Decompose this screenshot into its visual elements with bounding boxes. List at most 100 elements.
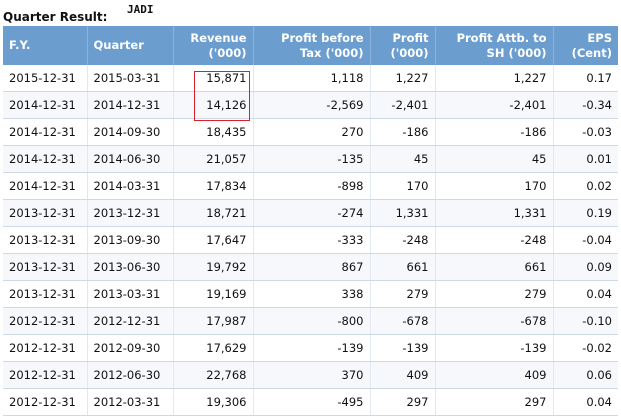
cell-quarter: 2012-03-31 xyxy=(87,388,174,416)
stock-ticker: JADI xyxy=(127,3,154,16)
cell-profit-attb-sh: 661 xyxy=(435,253,554,281)
cell-revenue: 17,629 xyxy=(173,334,254,362)
title-row: Quarter Result: JADI xyxy=(0,0,621,26)
header-eps-line1: EPS xyxy=(587,30,612,45)
cell-fy: 2014-12-31 xyxy=(3,172,88,200)
cell-quarter: 2013-09-30 xyxy=(87,226,174,254)
header-pbt-line1: Profit before xyxy=(281,30,364,45)
header-pbt-line2: Tax ('000) xyxy=(299,45,364,60)
cell-eps: -0.34 xyxy=(553,91,618,119)
cell-profit-attb-sh: 297 xyxy=(435,388,554,416)
header-profit-before-tax[interactable]: Profit before Tax ('000) xyxy=(253,26,371,65)
cell-profit-before-tax: -139 xyxy=(253,334,371,362)
cell-quarter: 2014-06-30 xyxy=(87,145,174,173)
cell-profit-before-tax: -333 xyxy=(253,226,371,254)
cell-eps: 0.01 xyxy=(553,145,618,173)
cell-eps: -0.04 xyxy=(553,226,618,254)
cell-eps: 0.06 xyxy=(553,361,618,389)
cell-revenue: 17,987 xyxy=(173,307,254,335)
cell-profit: -186 xyxy=(370,118,436,146)
header-profit[interactable]: Profit ('000) xyxy=(370,26,436,65)
header-profit-attb-sh[interactable]: Profit Attb. to SH ('000) xyxy=(435,26,554,65)
cell-profit-before-tax: -135 xyxy=(253,145,371,173)
cell-revenue: 17,834 xyxy=(173,172,254,200)
cell-profit-before-tax: -2,569 xyxy=(253,91,371,119)
cell-profit: 1,227 xyxy=(370,65,436,92)
cell-eps: 0.19 xyxy=(553,199,618,227)
cell-fy: 2014-12-31 xyxy=(3,145,88,173)
table-header: F.Y. Quarter Revenue ('000) Profit before… xyxy=(3,26,618,65)
cell-fy: 2014-12-31 xyxy=(3,91,88,119)
cell-eps: -0.10 xyxy=(553,307,618,335)
table-row: 2012-12-31 2012-09-30 17,629 -139 -139 -… xyxy=(3,334,618,362)
table-row: 2014-12-31 2014-09-30 18,435 270 -186 -1… xyxy=(3,118,618,146)
cell-profit: 1,331 xyxy=(370,199,436,227)
cell-revenue: 18,721 xyxy=(173,199,254,227)
cell-quarter: 2014-09-30 xyxy=(87,118,174,146)
cell-profit-before-tax: -274 xyxy=(253,199,371,227)
cell-quarter: 2013-06-30 xyxy=(87,253,174,281)
cell-revenue: 17,647 xyxy=(173,226,254,254)
cell-profit-attb-sh: -678 xyxy=(435,307,554,335)
header-revenue[interactable]: Revenue ('000) xyxy=(173,26,254,65)
header-profit-sh-line2: SH ('000) xyxy=(486,45,547,60)
cell-profit-before-tax: 1,118 xyxy=(253,65,371,92)
cell-revenue: 15,871 xyxy=(173,65,254,92)
cell-revenue: 22,768 xyxy=(173,361,254,389)
table-row: 2014-12-31 2014-12-31 14,126 -2,569 -2,4… xyxy=(3,91,618,119)
cell-quarter: 2012-09-30 xyxy=(87,334,174,362)
cell-quarter: 2012-12-31 xyxy=(87,307,174,335)
table-row: 2013-12-31 2013-03-31 19,169 338 279 279… xyxy=(3,280,618,308)
cell-quarter: 2014-12-31 xyxy=(87,91,174,119)
cell-fy: 2014-12-31 xyxy=(3,118,88,146)
cell-fy: 2015-12-31 xyxy=(3,65,88,92)
cell-quarter: 2015-03-31 xyxy=(87,65,174,92)
cell-profit-before-tax: 867 xyxy=(253,253,371,281)
cell-fy: 2012-12-31 xyxy=(3,361,88,389)
header-eps-line2: (Cent) xyxy=(571,45,612,60)
header-revenue-line1: Revenue xyxy=(190,30,247,45)
cell-fy: 2013-12-31 xyxy=(3,199,88,227)
header-eps[interactable]: EPS (Cent) xyxy=(553,26,618,65)
cell-revenue: 19,169 xyxy=(173,280,254,308)
cell-profit: 45 xyxy=(370,145,436,173)
cell-revenue: 14,126 xyxy=(173,91,254,119)
cell-fy: 2012-12-31 xyxy=(3,307,88,335)
cell-revenue: 19,306 xyxy=(173,388,254,416)
cell-fy: 2012-12-31 xyxy=(3,334,88,362)
cell-profit: 409 xyxy=(370,361,436,389)
header-revenue-line2: ('000) xyxy=(208,45,247,60)
cell-fy: 2013-12-31 xyxy=(3,226,88,254)
cell-profit-before-tax: -495 xyxy=(253,388,371,416)
cell-eps: 0.02 xyxy=(553,172,618,200)
cell-profit-before-tax: -800 xyxy=(253,307,371,335)
table-body: 2015-12-31 2015-03-31 15,871 1,118 1,227… xyxy=(3,65,618,416)
header-quarter[interactable]: Quarter xyxy=(87,26,174,65)
cell-quarter: 2013-03-31 xyxy=(87,280,174,308)
header-profit-sh-line1: Profit Attb. to xyxy=(456,30,547,45)
table-row: 2012-12-31 2012-12-31 17,987 -800 -678 -… xyxy=(3,307,618,335)
cell-profit-attb-sh: 409 xyxy=(435,361,554,389)
cell-fy: 2013-12-31 xyxy=(3,253,88,281)
cell-eps: 0.17 xyxy=(553,65,618,92)
cell-profit-attb-sh: 1,331 xyxy=(435,199,554,227)
cell-profit: 279 xyxy=(370,280,436,308)
cell-eps: 0.04 xyxy=(553,388,618,416)
cell-profit: 170 xyxy=(370,172,436,200)
cell-profit-before-tax: 338 xyxy=(253,280,371,308)
cell-profit-attb-sh: -248 xyxy=(435,226,554,254)
cell-profit-before-tax: 370 xyxy=(253,361,371,389)
cell-profit: 661 xyxy=(370,253,436,281)
cell-revenue: 19,792 xyxy=(173,253,254,281)
cell-profit-before-tax: 270 xyxy=(253,118,371,146)
table-row: 2015-12-31 2015-03-31 15,871 1,118 1,227… xyxy=(3,65,618,92)
table-row: 2013-12-31 2013-12-31 18,721 -274 1,331 … xyxy=(3,199,618,227)
header-quarter-label: Quarter xyxy=(93,38,144,52)
header-profit-line1: Profit xyxy=(392,30,429,45)
cell-profit: -248 xyxy=(370,226,436,254)
cell-profit: -2,401 xyxy=(370,91,436,119)
cell-quarter: 2014-03-31 xyxy=(87,172,174,200)
cell-revenue: 21,057 xyxy=(173,145,254,173)
cell-eps: 0.09 xyxy=(553,253,618,281)
header-fy[interactable]: F.Y. xyxy=(3,26,88,65)
